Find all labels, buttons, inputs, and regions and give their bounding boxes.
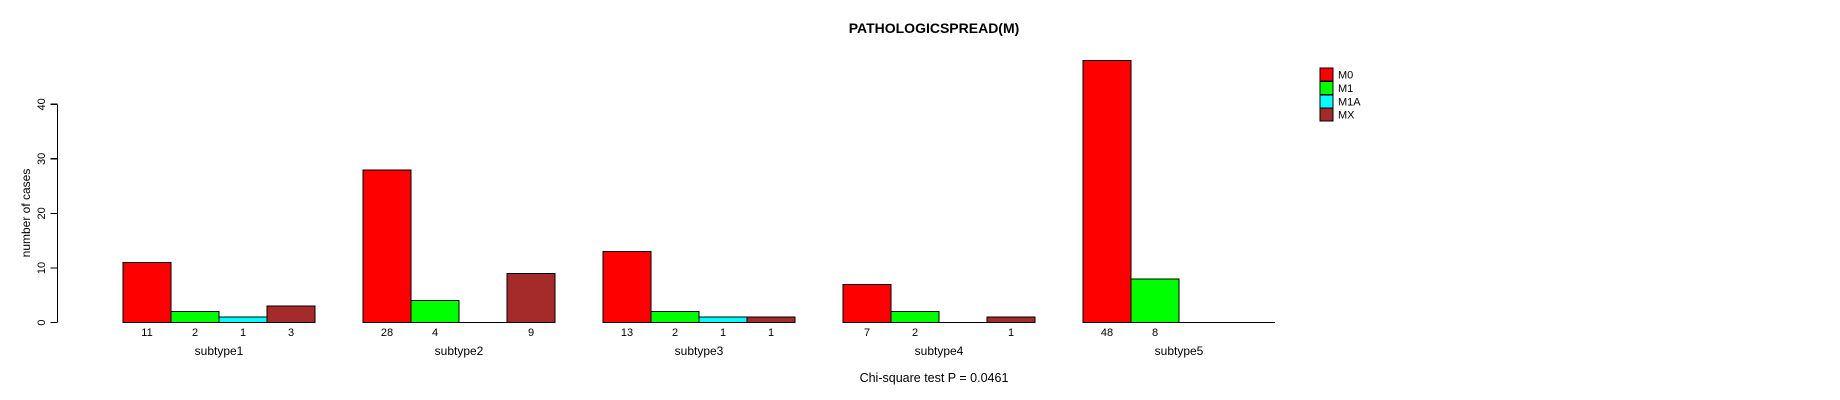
bar-subtype2-M1	[410, 300, 460, 324]
y-tick-label: 10	[36, 262, 48, 274]
bar-value-label-subtype5-M0: 48	[1101, 327, 1113, 339]
y-tick-label: 30	[36, 153, 48, 165]
bar-subtype4-M1	[890, 311, 940, 323]
bar-subtype5-M1	[1130, 278, 1180, 324]
bar-value-label-subtype2-M0: 28	[381, 327, 393, 339]
category-label-subtype1: subtype1	[195, 344, 244, 358]
bar-subtype3-M1	[650, 311, 700, 323]
y-axis-label: number of cases	[19, 169, 33, 258]
bar-value-label-subtype5-M1: 8	[1152, 327, 1158, 339]
bar-value-label-subtype3-M0: 13	[621, 327, 633, 339]
legend-swatch-M1A	[1319, 94, 1334, 109]
y-tick-label: 40	[36, 98, 48, 110]
bar-value-label-subtype1-M1: 2	[192, 327, 198, 339]
legend-swatch-M0	[1319, 67, 1334, 82]
bar-subtype1-MX	[266, 305, 316, 323]
legend-label-MX: MX	[1338, 110, 1355, 122]
category-label-subtype2: subtype2	[435, 344, 484, 358]
category-label-subtype4: subtype4	[915, 344, 964, 358]
bar-subtype1-M0	[122, 262, 172, 324]
bar-subtype2-MX	[506, 272, 556, 323]
bar-value-label-subtype1-MX: 3	[288, 327, 294, 339]
bar-subtype3-M0	[602, 251, 652, 324]
bar-value-label-subtype2-MX: 9	[528, 327, 534, 339]
bar-value-label-subtype1-M1A: 1	[240, 327, 246, 339]
bar-subtype3-MX	[746, 316, 796, 324]
category-label-subtype3: subtype3	[675, 344, 724, 358]
bar-value-label-subtype4-M0: 7	[864, 327, 870, 339]
bar-value-label-subtype4-M1: 2	[912, 327, 918, 339]
chi-square-annotation: Chi-square test P = 0.0461	[860, 371, 1009, 385]
bar-subtype4-M0	[842, 283, 892, 323]
legend-swatch-M1	[1319, 80, 1334, 95]
bar-value-label-subtype3-M1A: 1	[720, 327, 726, 339]
bar-value-label-subtype3-MX: 1	[768, 327, 774, 339]
chart-title: PATHOLOGICSPREAD(M)	[849, 20, 1020, 36]
bar-subtype1-M1	[170, 311, 220, 323]
y-tick-label: 0	[36, 319, 48, 325]
bar-subtype4-MX	[986, 316, 1036, 324]
legend-label-M1: M1	[1338, 83, 1353, 95]
category-label-subtype5: subtype5	[1155, 344, 1204, 358]
bar-subtype5-M0	[1082, 60, 1132, 324]
bar-value-label-subtype3-M1: 2	[672, 327, 678, 339]
bar-value-label-subtype2-M1: 4	[432, 327, 438, 339]
legend-label-M0: M0	[1338, 70, 1353, 82]
bar-value-label-subtype1-M0: 11	[141, 327, 152, 339]
bar-subtype1-M1A	[218, 316, 268, 324]
legend-swatch-MX	[1319, 107, 1334, 122]
bar-subtype3-M1A	[698, 316, 748, 324]
bar-value-label-subtype4-MX: 1	[1008, 327, 1014, 339]
bar-subtype2-M0	[362, 169, 412, 323]
legend-label-M1A: M1A	[1338, 96, 1361, 108]
y-axis: 0 10 20 30 40	[36, 98, 59, 326]
y-tick-label: 20	[36, 207, 48, 219]
